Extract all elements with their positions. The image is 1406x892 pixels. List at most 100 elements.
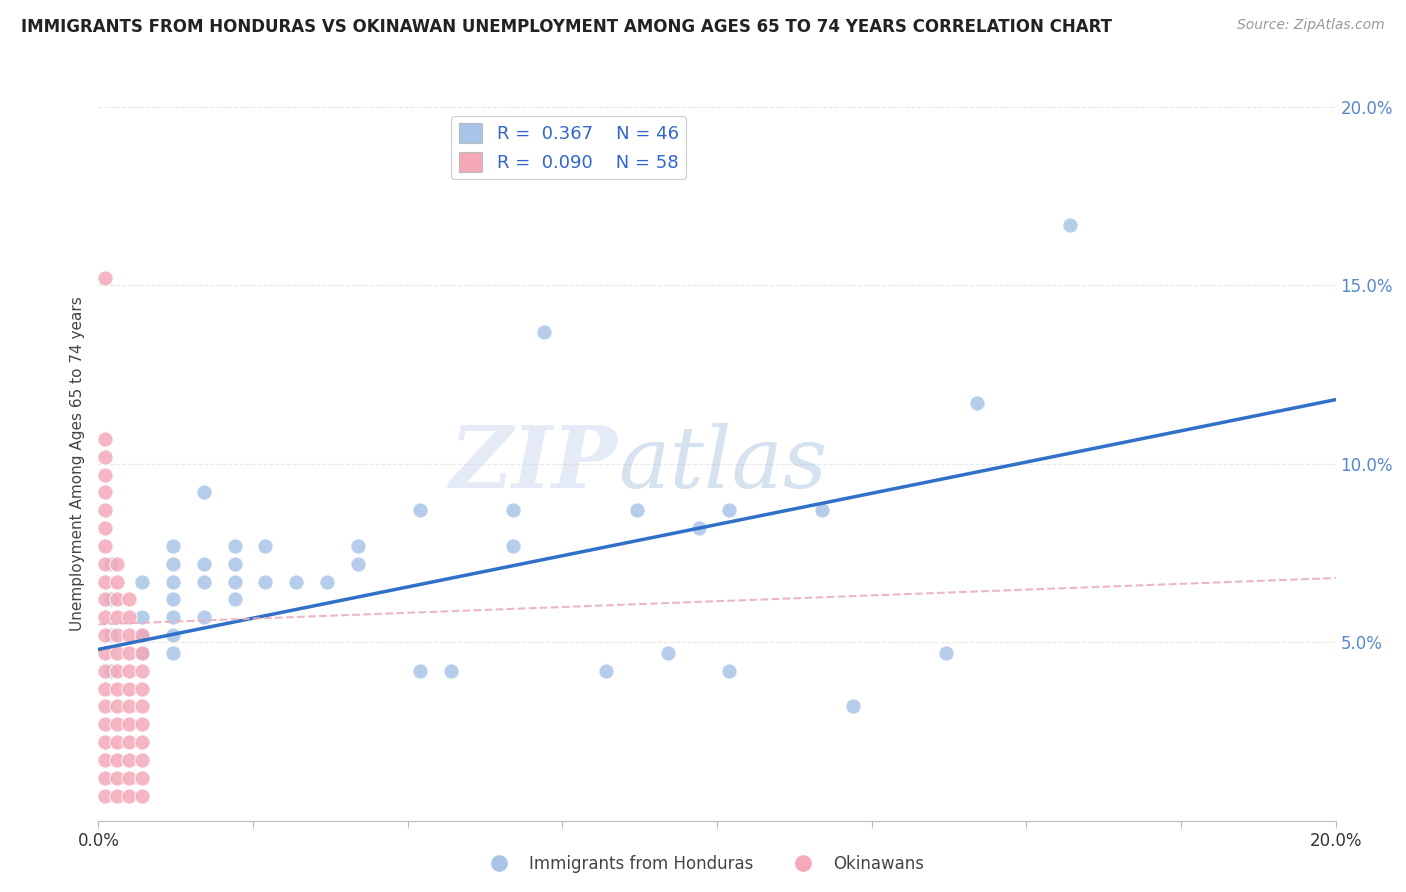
Point (131, 789, 153, 803)
Point (93, 503, 115, 517)
Point (193, 557, 215, 571)
Point (93, 699, 115, 714)
Point (118, 699, 141, 714)
Point (105, 646, 128, 660)
Point (105, 699, 128, 714)
Point (131, 574, 153, 589)
Point (626, 503, 648, 517)
Point (131, 628, 153, 642)
Point (118, 735, 141, 749)
Point (93, 681, 115, 696)
Point (502, 503, 524, 517)
Point (254, 539, 277, 553)
Point (347, 539, 370, 553)
Point (533, 325, 555, 339)
Legend: Immigrants from Honduras, Okinawans: Immigrants from Honduras, Okinawans (475, 848, 931, 880)
Point (131, 628, 153, 642)
Point (254, 574, 277, 589)
Point (105, 771, 128, 785)
Point (105, 628, 128, 642)
Point (935, 646, 957, 660)
Point (688, 521, 710, 535)
Point (105, 610, 128, 624)
Point (93, 521, 115, 535)
Point (105, 592, 128, 607)
Point (131, 646, 153, 660)
Point (162, 557, 184, 571)
Text: atlas: atlas (619, 423, 827, 505)
Text: ZIP: ZIP (450, 422, 619, 506)
Point (224, 574, 246, 589)
Point (93, 432, 115, 446)
Point (131, 717, 153, 731)
Point (93, 664, 115, 678)
Point (440, 664, 463, 678)
Point (409, 503, 432, 517)
Point (105, 753, 128, 767)
Point (316, 574, 339, 589)
Point (100, 592, 122, 607)
Point (718, 664, 741, 678)
Point (131, 735, 153, 749)
Point (93, 467, 115, 482)
Point (409, 664, 432, 678)
Point (118, 646, 141, 660)
Point (93, 450, 115, 464)
Point (105, 557, 128, 571)
Point (118, 628, 141, 642)
Point (811, 503, 834, 517)
Point (93, 574, 115, 589)
Point (93, 610, 115, 624)
Point (162, 592, 184, 607)
Point (118, 717, 141, 731)
Point (105, 789, 128, 803)
Point (193, 485, 215, 500)
Point (1059, 218, 1081, 232)
Point (93, 271, 115, 285)
Point (118, 681, 141, 696)
Point (131, 664, 153, 678)
Point (118, 592, 141, 607)
Point (105, 574, 128, 589)
Point (162, 539, 184, 553)
Point (93, 485, 115, 500)
Point (224, 557, 246, 571)
Point (100, 628, 122, 642)
Point (93, 628, 115, 642)
Point (105, 681, 128, 696)
Point (100, 557, 122, 571)
Point (118, 664, 141, 678)
Point (162, 574, 184, 589)
Point (93, 646, 115, 660)
Point (118, 610, 141, 624)
Point (93, 789, 115, 803)
Text: IMMIGRANTS FROM HONDURAS VS OKINAWAN UNEMPLOYMENT AMONG AGES 65 TO 74 YEARS CORR: IMMIGRANTS FROM HONDURAS VS OKINAWAN UNE… (21, 18, 1112, 36)
Point (193, 610, 215, 624)
Legend: R =  0.367    N = 46, R =  0.090    N = 58: R = 0.367 N = 46, R = 0.090 N = 58 (451, 116, 686, 179)
Point (118, 789, 141, 803)
Point (842, 699, 865, 714)
Point (93, 717, 115, 731)
Point (131, 646, 153, 660)
Point (100, 664, 122, 678)
Point (162, 610, 184, 624)
Point (966, 396, 988, 410)
Point (105, 717, 128, 731)
Point (93, 592, 115, 607)
Point (718, 503, 741, 517)
Point (93, 539, 115, 553)
Point (347, 557, 370, 571)
Point (118, 753, 141, 767)
Point (224, 539, 246, 553)
Y-axis label: Unemployment Among Ages 65 to 74 years: Unemployment Among Ages 65 to 74 years (70, 296, 86, 632)
Point (657, 646, 679, 660)
Point (131, 610, 153, 624)
Text: Source: ZipAtlas.com: Source: ZipAtlas.com (1237, 18, 1385, 32)
Point (131, 771, 153, 785)
Point (502, 539, 524, 553)
Point (93, 753, 115, 767)
Point (93, 557, 115, 571)
Point (93, 771, 115, 785)
Point (193, 574, 215, 589)
Point (131, 753, 153, 767)
